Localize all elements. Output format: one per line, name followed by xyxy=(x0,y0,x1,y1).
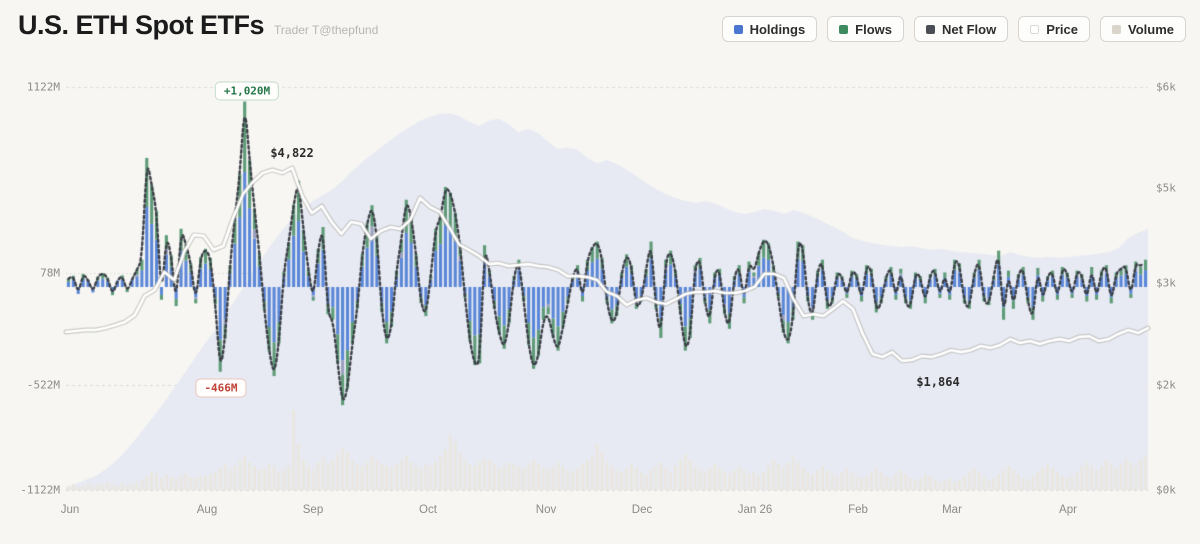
max-flow-annotation: +1,020M xyxy=(214,81,280,101)
legend-button-volume[interactable]: Volume xyxy=(1100,16,1186,42)
legend-label: Net Flow xyxy=(942,21,997,37)
y-axis-right-tick: $0k xyxy=(1156,483,1176,497)
legend-button-flows[interactable]: Flows xyxy=(827,16,905,42)
x-axis-tick: Feb xyxy=(848,504,868,516)
y-axis-right-tick: $6k xyxy=(1156,80,1176,94)
x-axis-tick: Dec xyxy=(631,504,653,516)
x-axis-tick: Aug xyxy=(196,504,218,516)
flows-swatch-icon xyxy=(839,24,849,34)
min-flow-annotation: -466M xyxy=(195,378,247,398)
price-swatch-icon xyxy=(1030,24,1040,34)
y-axis-left-tick: -522M xyxy=(26,378,60,392)
legend-label: Flows xyxy=(855,21,893,37)
x-axis-tick: Mar xyxy=(942,504,962,516)
x-axis-tick: Nov xyxy=(535,504,557,516)
x-axis-tick: Jun xyxy=(60,504,80,516)
legend-button-net-flow[interactable]: Net Flow xyxy=(914,16,1009,42)
legend-label: Holdings xyxy=(749,21,806,37)
page-title: U.S. ETH Spot ETFs xyxy=(18,10,265,40)
legend-button-holdings[interactable]: Holdings xyxy=(721,16,818,42)
legend: Holdings Flows Net Flow Price Volume xyxy=(721,16,1186,42)
legend-label: Price xyxy=(1046,21,1078,37)
x-axis-tick: Jan 26 xyxy=(737,504,773,516)
volume-swatch-icon xyxy=(1112,24,1121,34)
holdings-swatch-icon xyxy=(733,24,743,34)
legend-label: Volume xyxy=(1128,21,1174,37)
x-axis-tick: Sep xyxy=(302,504,324,516)
y-axis-right-tick: $2k xyxy=(1156,378,1176,392)
page-subtitle: Trader T@thepfund xyxy=(274,23,379,37)
max-price-annotation: $4,822 xyxy=(270,146,314,160)
legend-button-price[interactable]: Price xyxy=(1018,16,1090,42)
y-axis-left-tick: 78M xyxy=(40,266,60,280)
y-axis-right-tick: $3k xyxy=(1156,276,1176,290)
net-flow-swatch-icon xyxy=(926,24,936,34)
y-axis-left-tick: -1122M xyxy=(20,483,60,497)
y-axis-left-tick: 1122M xyxy=(26,80,60,94)
header: U.S. ETH Spot ETFs Trader T@thepfund xyxy=(18,10,378,41)
y-axis-right-tick: $5k xyxy=(1156,181,1176,195)
min-price-annotation: $1,864 xyxy=(916,375,960,389)
x-axis-tick: Oct xyxy=(419,504,437,516)
x-axis-tick: Apr xyxy=(1059,504,1077,516)
